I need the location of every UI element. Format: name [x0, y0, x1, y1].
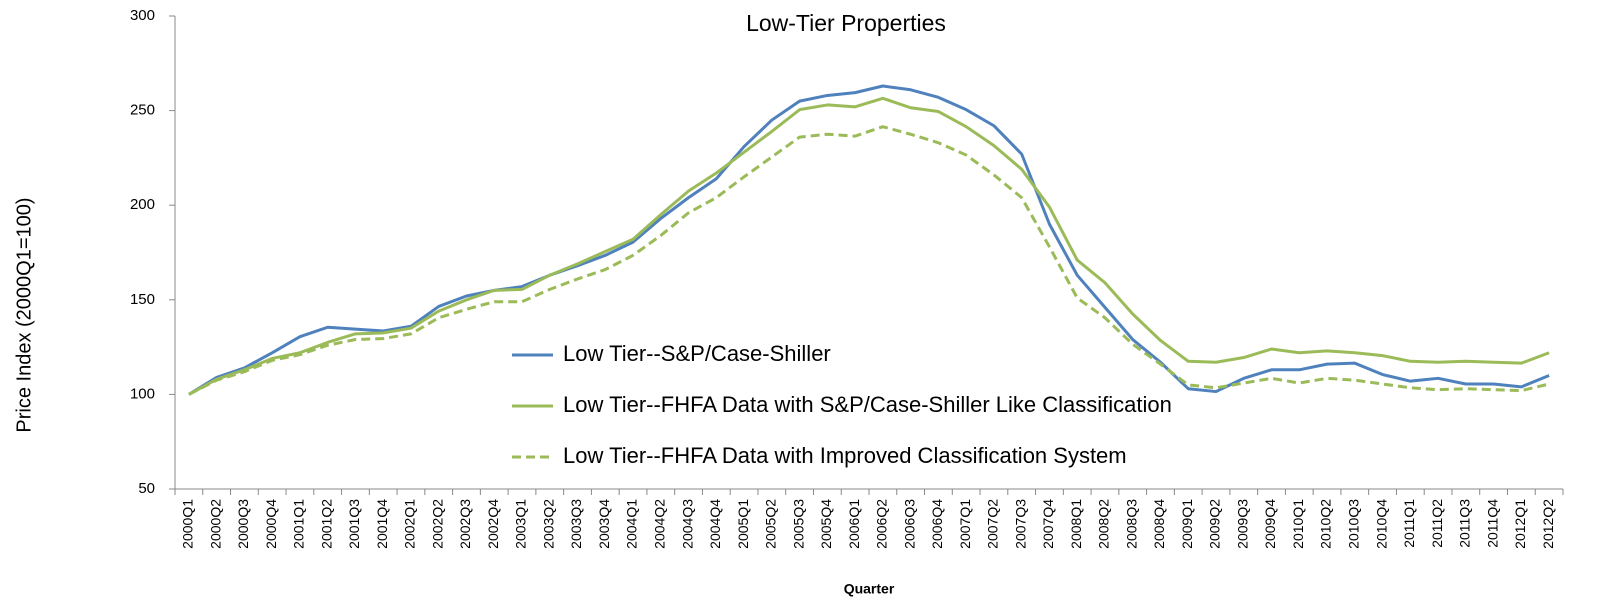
x-tick-label: 2006Q4: [929, 499, 945, 549]
x-tick-label: 2011Q1: [1401, 499, 1417, 548]
y-tick-label: 50: [138, 480, 155, 497]
x-tick-label: 2001Q3: [346, 499, 362, 549]
x-tick-label: 2002Q1: [402, 499, 418, 549]
y-axis-title: Price Index (2000Q1=100): [13, 197, 35, 432]
y-tick-label: 150: [130, 291, 155, 308]
x-tick-label: 2011Q4: [1484, 499, 1500, 548]
x-tick-label: 2002Q4: [485, 499, 501, 549]
x-tick-label: 2008Q3: [1123, 499, 1139, 549]
x-tick-label: 2009Q2: [1207, 499, 1223, 549]
x-tick-label: 2010Q2: [1318, 499, 1334, 549]
x-tick-label: 2007Q2: [985, 499, 1001, 549]
x-axis-title: Quarter: [844, 581, 895, 597]
x-tick-label: 2002Q2: [429, 499, 445, 549]
x-tick-label: 2009Q1: [1179, 499, 1195, 549]
x-tick-label: 2010Q3: [1346, 499, 1362, 549]
series-line: [188, 84, 1550, 396]
x-tick-label: 2008Q4: [1151, 499, 1167, 549]
y-tick-label: 100: [130, 385, 155, 402]
x-tick-label: 2001Q1: [291, 499, 307, 549]
x-tick-label: 2007Q1: [957, 499, 973, 549]
x-tick-label: 2006Q2: [874, 499, 890, 549]
x-tick-label: 2004Q3: [679, 499, 695, 549]
x-tick-label: 2003Q2: [540, 499, 556, 549]
x-tick-label: 2005Q3: [790, 499, 806, 549]
x-tick-label: 2012Q2: [1540, 499, 1556, 549]
legend-label: Low Tier--FHFA Data with Improved Classi…: [563, 443, 1127, 468]
x-tick-label: 2008Q2: [1096, 499, 1112, 549]
legend-label: Low Tier--S&P/Case-Shiller: [563, 341, 831, 366]
x-tick-label: 2006Q3: [901, 499, 917, 549]
chart-title: Low-Tier Properties: [746, 10, 946, 36]
x-tick-label: 2010Q4: [1373, 499, 1389, 549]
x-tick-label: 2003Q1: [513, 499, 529, 549]
x-tick-label: 2004Q1: [624, 499, 640, 549]
x-tick-label: 2011Q3: [1457, 499, 1473, 548]
x-tick-label: 2010Q1: [1290, 499, 1306, 549]
x-tick-label: 2005Q2: [763, 499, 779, 549]
x-tick-label: 2001Q4: [374, 499, 390, 549]
x-tick-label: 2004Q4: [707, 499, 723, 549]
x-tick-label: 2004Q2: [652, 499, 668, 549]
y-tick-label: 200: [130, 196, 155, 213]
x-tick-label: 2007Q3: [1012, 499, 1028, 549]
x-tick-label: 2003Q4: [596, 499, 612, 549]
x-tick-label: 2001Q2: [318, 499, 334, 549]
x-tick-label: 2005Q1: [735, 499, 751, 549]
x-tick-label: 2007Q4: [1040, 499, 1056, 549]
x-tick-label: 2009Q4: [1262, 499, 1278, 549]
x-tick-label: 2003Q3: [568, 499, 584, 549]
x-tick-label: 2009Q3: [1234, 499, 1250, 549]
x-tick-label: 2000Q4: [263, 499, 279, 549]
x-tick-label: 2000Q3: [235, 499, 251, 549]
series-line: [188, 96, 1550, 396]
x-tick-label: 2012Q1: [1512, 499, 1528, 549]
x-tick-label: 2000Q1: [180, 499, 196, 549]
x-tick-label: 2011Q2: [1429, 499, 1445, 548]
y-tick-label: 300: [130, 7, 155, 24]
x-tick-label: 2005Q4: [818, 499, 834, 549]
x-tick-label: 2006Q1: [846, 499, 862, 549]
x-tick-label: 2002Q3: [457, 499, 473, 549]
y-tick-label: 250: [130, 102, 155, 119]
x-tick-label: 2000Q2: [207, 499, 223, 549]
x-tick-label: 2008Q1: [1068, 499, 1084, 549]
series-line: [188, 125, 1550, 396]
legend-label: Low Tier--FHFA Data with S&P/Case-Shille…: [563, 392, 1172, 417]
